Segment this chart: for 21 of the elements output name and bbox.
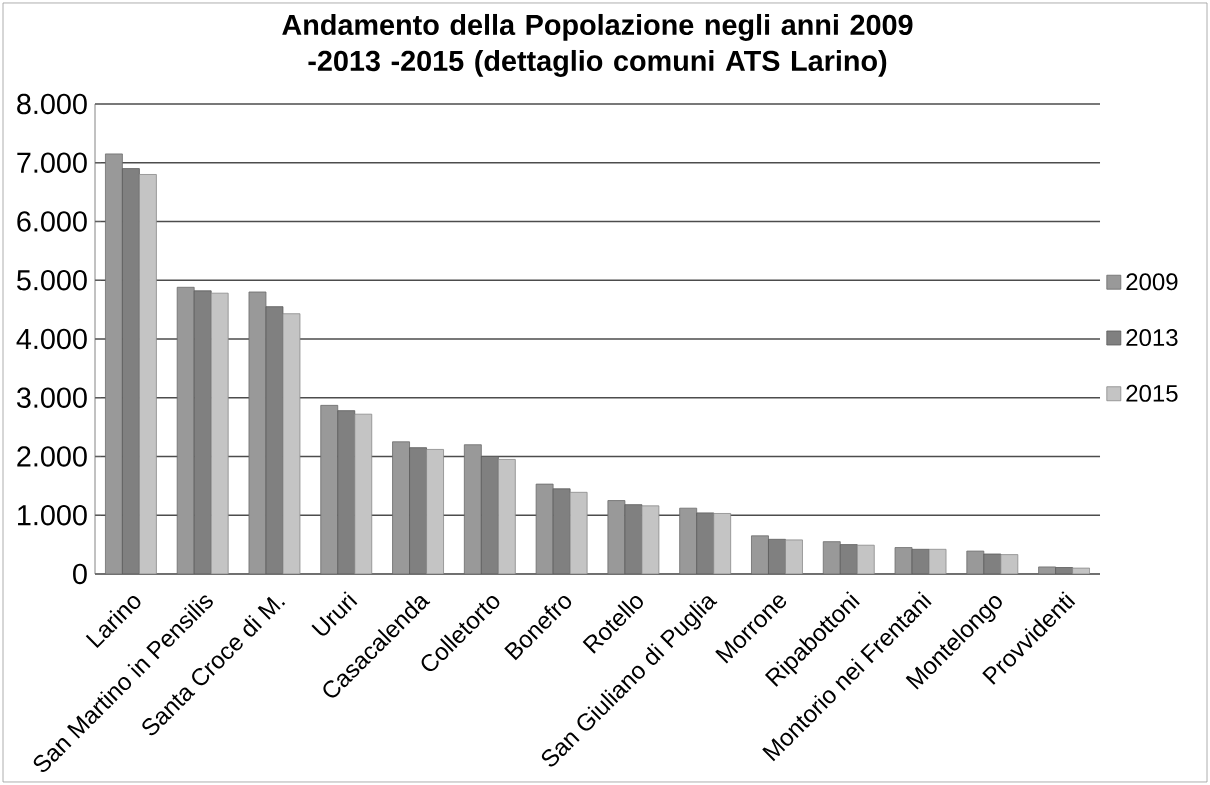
y-tick-label: 3.000: [16, 387, 87, 408]
legend-label: 2013: [1126, 329, 1178, 347]
chart-title: Andamento della Popolazione negli anni 2009 -2013 -2015 (dettaglio comuni ATS Larino): [282, 13, 913, 77]
y-tick-label: 2.000: [17, 446, 87, 467]
legend-label: 2015: [1126, 384, 1178, 402]
bar: [822, 541, 841, 574]
bar: [176, 286, 195, 574]
legend-label: 2009: [1126, 273, 1178, 291]
bar: [679, 507, 698, 574]
y-tick-label: 8.000: [17, 93, 87, 115]
y-tick-label: 1.000: [18, 505, 87, 526]
y-tick-label: 0: [73, 563, 87, 585]
bar: [105, 153, 123, 574]
bar: [320, 404, 339, 574]
y-tick-label: 7.000: [17, 152, 87, 173]
bar: [463, 444, 482, 574]
y-tick-label: 4.000: [16, 328, 87, 350]
bar: [392, 441, 410, 574]
bar: [751, 535, 769, 574]
y-tick-label: 6.000: [17, 211, 87, 232]
y-tick-label: 5.000: [17, 270, 87, 291]
